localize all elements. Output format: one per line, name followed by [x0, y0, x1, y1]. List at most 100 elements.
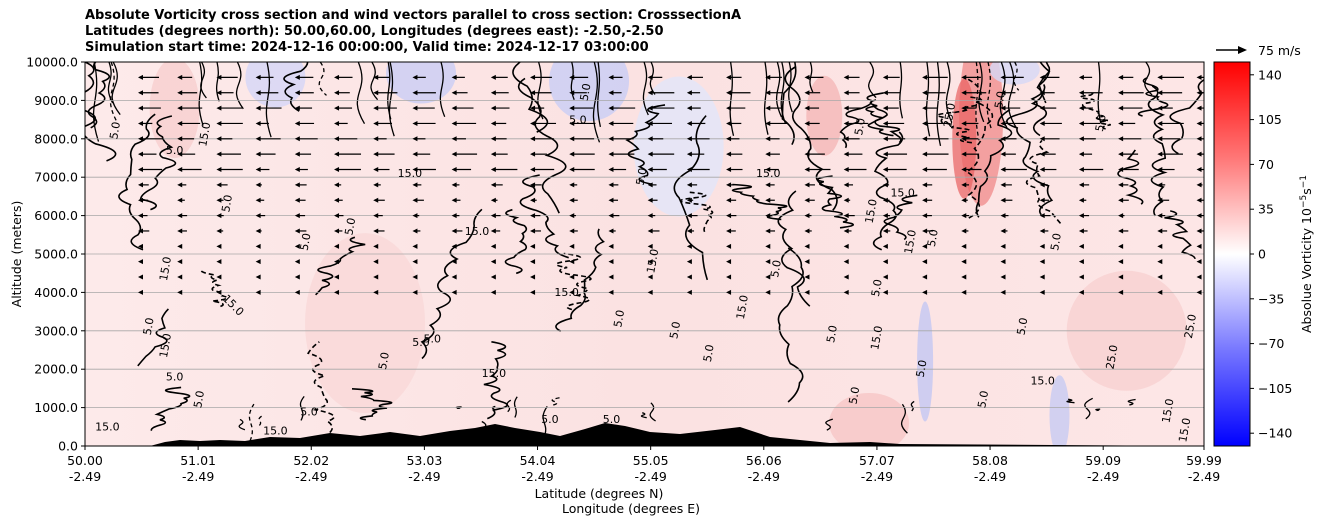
- wind-vector: [882, 182, 890, 188]
- wind-vector-head: [177, 182, 183, 188]
- wind-vector-head: [1078, 197, 1084, 203]
- wind-vector-head: [686, 182, 692, 188]
- wind-vector: [177, 136, 195, 142]
- wind-vector: [1118, 136, 1142, 142]
- wind-vector-head: [334, 289, 340, 295]
- contour-label: 5.0: [992, 90, 1008, 109]
- wind-vector: [1078, 228, 1088, 234]
- wind-vector-head: [1196, 289, 1202, 295]
- wind-vector: [1157, 151, 1183, 157]
- wind-vector: [569, 167, 595, 173]
- wind-vector: [1000, 182, 1012, 188]
- contour-label: 15.0: [902, 229, 919, 255]
- wind-vector-head: [686, 90, 692, 96]
- y-tick-label: 1000.0: [34, 400, 78, 415]
- wind-vector: [843, 90, 860, 96]
- wind-vector: [647, 105, 675, 111]
- wind-vector: [490, 213, 501, 219]
- contour-line: [555, 252, 592, 311]
- wind-vector: [961, 213, 970, 219]
- wind-vector-head: [255, 136, 261, 142]
- wind-vector: [177, 74, 193, 80]
- wind-vector-head: [1039, 182, 1045, 188]
- wind-vector: [1000, 74, 1024, 80]
- wind-vector-head: [451, 182, 457, 188]
- wind-vector-head: [726, 289, 732, 295]
- wind-vector-head: [373, 105, 379, 111]
- wind-vector: [726, 213, 737, 219]
- wind-vector: [1118, 74, 1134, 80]
- wind-vector: [451, 243, 457, 249]
- wind-vector-head: [804, 90, 810, 96]
- wind-vector: [804, 151, 825, 157]
- contour-line: [351, 388, 393, 421]
- wind-vector-head: [843, 151, 849, 157]
- wind-vector-head: [961, 120, 967, 126]
- wind-vector-head: [530, 182, 536, 188]
- contour-label: 5.0: [412, 336, 430, 349]
- wind-vector: [961, 197, 968, 203]
- wind-vector: [1157, 182, 1166, 188]
- contour-label: 5.0: [1015, 317, 1031, 336]
- wind-vector: [138, 259, 144, 265]
- wind-vector: [1196, 151, 1204, 157]
- wind-vector-head: [216, 259, 222, 265]
- wind-vector-head: [216, 136, 222, 142]
- wind-vector: [686, 197, 694, 203]
- contour-line: [258, 415, 262, 426]
- wind-vector: [569, 243, 575, 249]
- wind-vector-head: [255, 151, 261, 157]
- wind-vector-head: [1000, 182, 1006, 188]
- wind-vector: [922, 74, 948, 80]
- wind-vector-head: [569, 136, 575, 142]
- wind-vector: [726, 105, 746, 111]
- wind-vector: [530, 167, 555, 173]
- wind-vector: [1196, 74, 1204, 80]
- wind-vector: [451, 274, 457, 280]
- wind-vector: [726, 136, 740, 142]
- wind-vector-head: [686, 259, 692, 265]
- wind-vector: [294, 228, 307, 234]
- wind-vector: [255, 182, 262, 188]
- wind-vector-head: [412, 213, 418, 219]
- wind-vector: [294, 151, 312, 157]
- wind-vector-head: [490, 197, 496, 203]
- wind-vector-head: [961, 167, 967, 173]
- wind-vector-head: [961, 243, 967, 249]
- contour-line: [868, 62, 877, 99]
- wind-vector-head: [1157, 120, 1163, 126]
- wind-vector: [1118, 105, 1143, 111]
- wind-vector: [255, 228, 262, 234]
- wind-vector-head: [490, 105, 496, 111]
- wind-vector-head: [294, 136, 300, 142]
- wind-vector-head: [843, 289, 849, 295]
- wind-vector: [1196, 274, 1202, 280]
- x-tick-label-lat: 59.09: [1085, 453, 1121, 468]
- wind-vector: [255, 151, 276, 157]
- wind-vector-head: [1118, 105, 1124, 111]
- wind-vector: [177, 243, 183, 249]
- colorbar-tick-label: −70: [1258, 336, 1284, 351]
- wind-vector-head: [490, 120, 496, 126]
- wind-vector: [412, 182, 422, 188]
- wind-vector: [294, 90, 314, 96]
- wind-vector-head: [451, 120, 457, 126]
- wind-vector-head: [1000, 90, 1006, 96]
- wind-vector-head: [647, 243, 653, 249]
- wind-vector-head: [1078, 289, 1084, 295]
- wind-vector: [1000, 151, 1016, 157]
- wind-vector: [882, 167, 907, 173]
- wind-vector: [530, 228, 541, 234]
- wind-vector-head: [765, 120, 771, 126]
- wind-vector-head: [726, 167, 732, 173]
- wind-vector: [334, 151, 362, 157]
- wind-vector: [961, 167, 982, 173]
- contour-label: 5.0: [603, 413, 621, 426]
- wind-vector-head: [686, 74, 692, 80]
- wind-vector-head: [412, 74, 418, 80]
- wind-vector-head: [804, 74, 810, 80]
- wind-vector: [1000, 120, 1026, 126]
- wind-vector-head: [647, 167, 653, 173]
- wind-vector: [686, 167, 710, 173]
- contour-line: [420, 208, 483, 360]
